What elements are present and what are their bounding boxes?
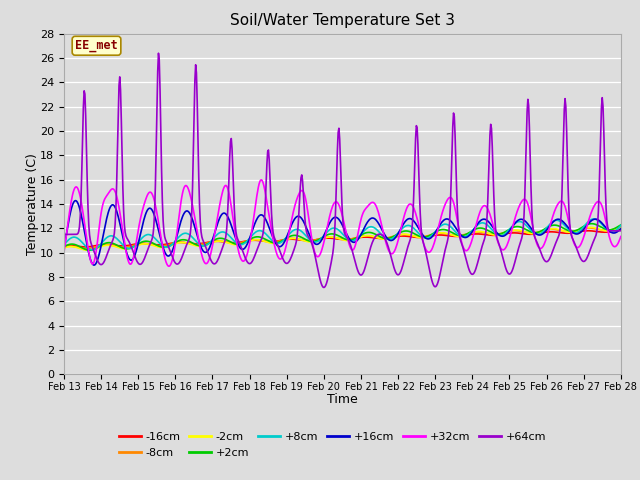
- Y-axis label: Temperature (C): Temperature (C): [26, 153, 38, 255]
- X-axis label: Time: Time: [327, 394, 358, 407]
- Text: EE_met: EE_met: [75, 39, 118, 52]
- Legend: -16cm, -8cm, -2cm, +2cm, +8cm, +16cm, +32cm, +64cm: -16cm, -8cm, -2cm, +2cm, +8cm, +16cm, +3…: [114, 428, 551, 462]
- Title: Soil/Water Temperature Set 3: Soil/Water Temperature Set 3: [230, 13, 455, 28]
